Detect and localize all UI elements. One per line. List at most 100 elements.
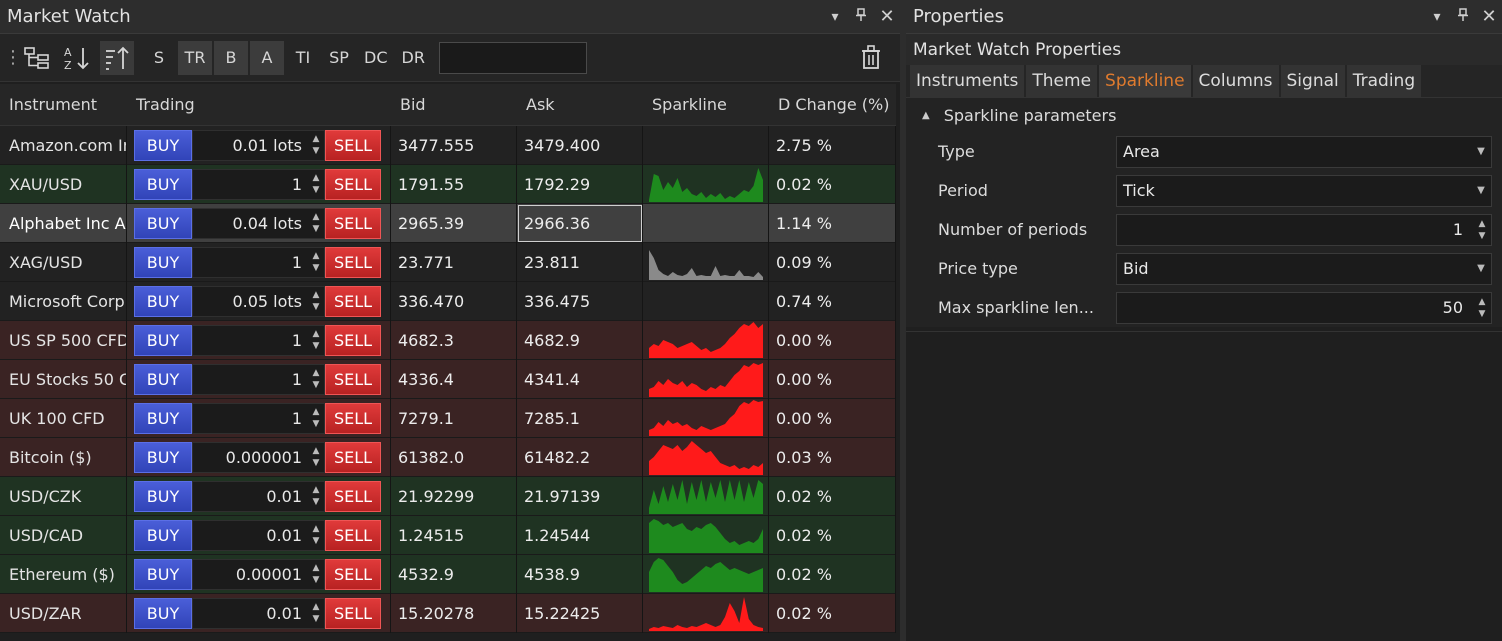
sell-button[interactable]: SELL — [325, 363, 381, 395]
quantity-stepper[interactable]: 1 ▲ ▼ — [192, 168, 325, 200]
quantity-stepper[interactable]: 0.04 lots ▲ ▼ — [192, 207, 325, 239]
stepper-arrows-icon[interactable]: ▲ ▼ — [312, 290, 320, 312]
stepper-arrows-icon[interactable]: ▲ ▼ — [312, 602, 320, 624]
close-icon[interactable]: ✕ — [879, 6, 895, 27]
property-dropdown[interactable]: Bid ▼ — [1116, 252, 1492, 285]
quantity-stepper[interactable]: 0.01 lots ▲ ▼ — [192, 129, 325, 161]
chevron-down-icon[interactable]: ▼ — [1477, 185, 1485, 196]
chevron-down-icon[interactable]: ▼ — [1477, 146, 1485, 157]
table-row[interactable]: Amazon.com IncBUY 0.01 lots ▲▼SELL 3477.555… — [0, 125, 896, 165]
stepper-arrows-icon[interactable]: ▲ ▼ — [312, 134, 320, 156]
sell-button[interactable]: SELL — [325, 480, 381, 512]
buy-button[interactable]: BUY — [134, 480, 192, 512]
toggle-b-button[interactable]: B — [214, 40, 248, 75]
panel-menu-dropdown-icon[interactable]: ▾ — [831, 8, 839, 25]
chevron-down-icon[interactable]: ▼ — [1477, 263, 1485, 274]
buy-button[interactable]: BUY — [134, 246, 192, 278]
buy-button[interactable]: BUY — [134, 324, 192, 356]
quantity-stepper[interactable]: 0.01 ▲ ▼ — [192, 519, 325, 551]
stepper-arrows-icon[interactable]: ▲ ▼ — [1478, 296, 1486, 319]
buy-button[interactable]: BUY — [134, 558, 192, 590]
quantity-stepper[interactable]: 0.05 lots ▲ ▼ — [192, 285, 325, 317]
close-icon[interactable]: ✕ — [1481, 6, 1497, 27]
buy-button[interactable]: BUY — [134, 597, 192, 629]
sell-button[interactable]: SELL — [325, 519, 381, 551]
quantity-stepper[interactable]: 1 ▲ ▼ — [192, 363, 325, 395]
table-row[interactable]: US SP 500 CFD BUY 1 ▲ ▼ SELL 4682.3 4682.9 0.00 … — [0, 320, 896, 360]
pin-icon[interactable] — [848, 7, 874, 26]
column-header-sparkline[interactable]: Sparkline — [652, 95, 727, 114]
toggle-dr-button[interactable]: DR — [401, 48, 425, 67]
table-row[interactable]: Microsoft Corp BUY 0.05 lots ▲ ▼ SELL 336.470 3… — [0, 281, 896, 321]
quantity-stepper[interactable]: 0.00001 ▲ ▼ — [192, 558, 325, 590]
stepper-arrows-icon[interactable]: ▲ ▼ — [312, 251, 320, 273]
toggle-sp-button[interactable]: SP — [329, 48, 349, 67]
table-row[interactable]: XAU/USD BUY 1 ▲ ▼ SELL 1791.55 1792.29 0.02 % — [0, 164, 896, 204]
sell-button[interactable]: SELL — [325, 207, 381, 239]
tab-trading[interactable]: Trading — [1346, 65, 1422, 97]
sort-custom-icon[interactable] — [100, 40, 134, 75]
toggle-dc-button[interactable]: DC — [364, 48, 388, 67]
table-row[interactable]: UK 100 CFD BUY 1 ▲ ▼ SELL 7279.1 7285.1 0.00 % — [0, 398, 896, 438]
buy-button[interactable]: BUY — [134, 207, 192, 239]
toggle-s-button[interactable]: S — [153, 48, 165, 67]
sell-button[interactable]: SELL — [325, 402, 381, 434]
panel-menu-dropdown-icon[interactable]: ▾ — [1433, 8, 1441, 25]
column-header-ask[interactable]: Ask — [526, 95, 555, 114]
buy-button[interactable]: BUY — [134, 519, 192, 551]
table-row[interactable]: Bitcoin ($) BUY 0.000001 ▲ ▼ SELL 61382.0 61482… — [0, 437, 896, 477]
tab-theme[interactable]: Theme — [1026, 65, 1098, 97]
pin-icon[interactable] — [1450, 7, 1476, 26]
stepper-arrows-icon[interactable]: ▲ ▼ — [312, 173, 320, 195]
toolbar-grip-icon[interactable]: ⋮ — [4, 46, 22, 68]
quantity-stepper[interactable]: 0.000001 ▲ ▼ — [192, 441, 325, 473]
sell-button[interactable]: SELL — [325, 168, 381, 200]
sell-button[interactable]: SELL — [325, 597, 381, 629]
property-spinner[interactable]: 1 ▲ ▼ — [1116, 213, 1492, 246]
stepper-arrows-icon[interactable]: ▲ ▼ — [312, 524, 320, 546]
stepper-arrows-icon[interactable]: ▲ ▼ — [312, 485, 320, 507]
tab-sparkline[interactable]: Sparkline — [1099, 65, 1191, 97]
stepper-arrows-icon[interactable]: ▲ ▼ — [312, 407, 320, 429]
panel-splitter[interactable] — [900, 0, 906, 641]
sell-button[interactable]: SELL — [325, 246, 381, 278]
toggle-tr-button[interactable]: TR — [178, 40, 212, 75]
column-header-trading[interactable]: Trading — [136, 95, 195, 114]
tab-signal[interactable]: Signal — [1280, 65, 1345, 97]
column-header-change[interactable]: D Change (%) — [778, 95, 890, 114]
quantity-stepper[interactable]: 0.01 ▲ ▼ — [192, 597, 325, 629]
table-row[interactable]: USD/CZK BUY 0.01 ▲ ▼ SELL 21.92299 21.97139 0.02… — [0, 476, 896, 516]
buy-button[interactable]: BUY — [134, 441, 192, 473]
buy-button[interactable]: BUY — [134, 363, 192, 395]
table-row[interactable]: XAG/USD BUY 1 ▲ ▼ SELL 23.771 23.811 0.09 % — [0, 242, 896, 282]
sell-button[interactable]: SELL — [325, 129, 381, 161]
stepper-arrows-icon[interactable]: ▲ ▼ — [1478, 218, 1486, 241]
quantity-stepper[interactable]: 1 ▲ ▼ — [192, 246, 325, 278]
buy-button[interactable]: BUY — [134, 402, 192, 434]
sparkline-parameters-group[interactable]: ▲ Sparkline parameters — [906, 98, 1502, 132]
buy-button[interactable]: BUY — [134, 168, 192, 200]
tab-columns[interactable]: Columns — [1192, 65, 1279, 97]
tab-instruments[interactable]: Instruments — [910, 65, 1025, 97]
group-tree-icon[interactable] — [20, 41, 54, 75]
stepper-arrows-icon[interactable]: ▲ ▼ — [312, 329, 320, 351]
property-spinner[interactable]: 50 ▲ ▼ — [1116, 291, 1492, 324]
table-row[interactable]: USD/ZAR BUY 0.01 ▲ ▼ SELL 15.20278 15.22425 0.02… — [0, 593, 896, 633]
column-header-instrument[interactable]: Instrument — [9, 95, 98, 114]
table-row[interactable]: Alphabet Inc A BUY 0.04 lots ▲ ▼ SELL 2965.39 2… — [0, 203, 896, 243]
quantity-stepper[interactable]: 1 ▲ ▼ — [192, 402, 325, 434]
toggle-a-button[interactable]: A — [250, 40, 284, 75]
collapse-triangle-icon[interactable]: ▲ — [922, 109, 930, 121]
column-header-bid[interactable]: Bid — [400, 95, 426, 114]
buy-button[interactable]: BUY — [134, 129, 192, 161]
buy-button[interactable]: BUY — [134, 285, 192, 317]
instrument-search-input[interactable] — [438, 41, 587, 74]
stepper-arrows-icon[interactable]: ▲ ▼ — [312, 563, 320, 585]
table-row[interactable]: Ethereum ($) BUY 0.00001 ▲ ▼ SELL 4532.9 4538.9… — [0, 554, 896, 594]
toggle-ti-button[interactable]: TI — [295, 48, 311, 67]
stepper-arrows-icon[interactable]: ▲ ▼ — [312, 212, 320, 234]
property-dropdown[interactable]: Tick ▼ — [1116, 174, 1492, 207]
stepper-arrows-icon[interactable]: ▲ ▼ — [312, 368, 320, 390]
